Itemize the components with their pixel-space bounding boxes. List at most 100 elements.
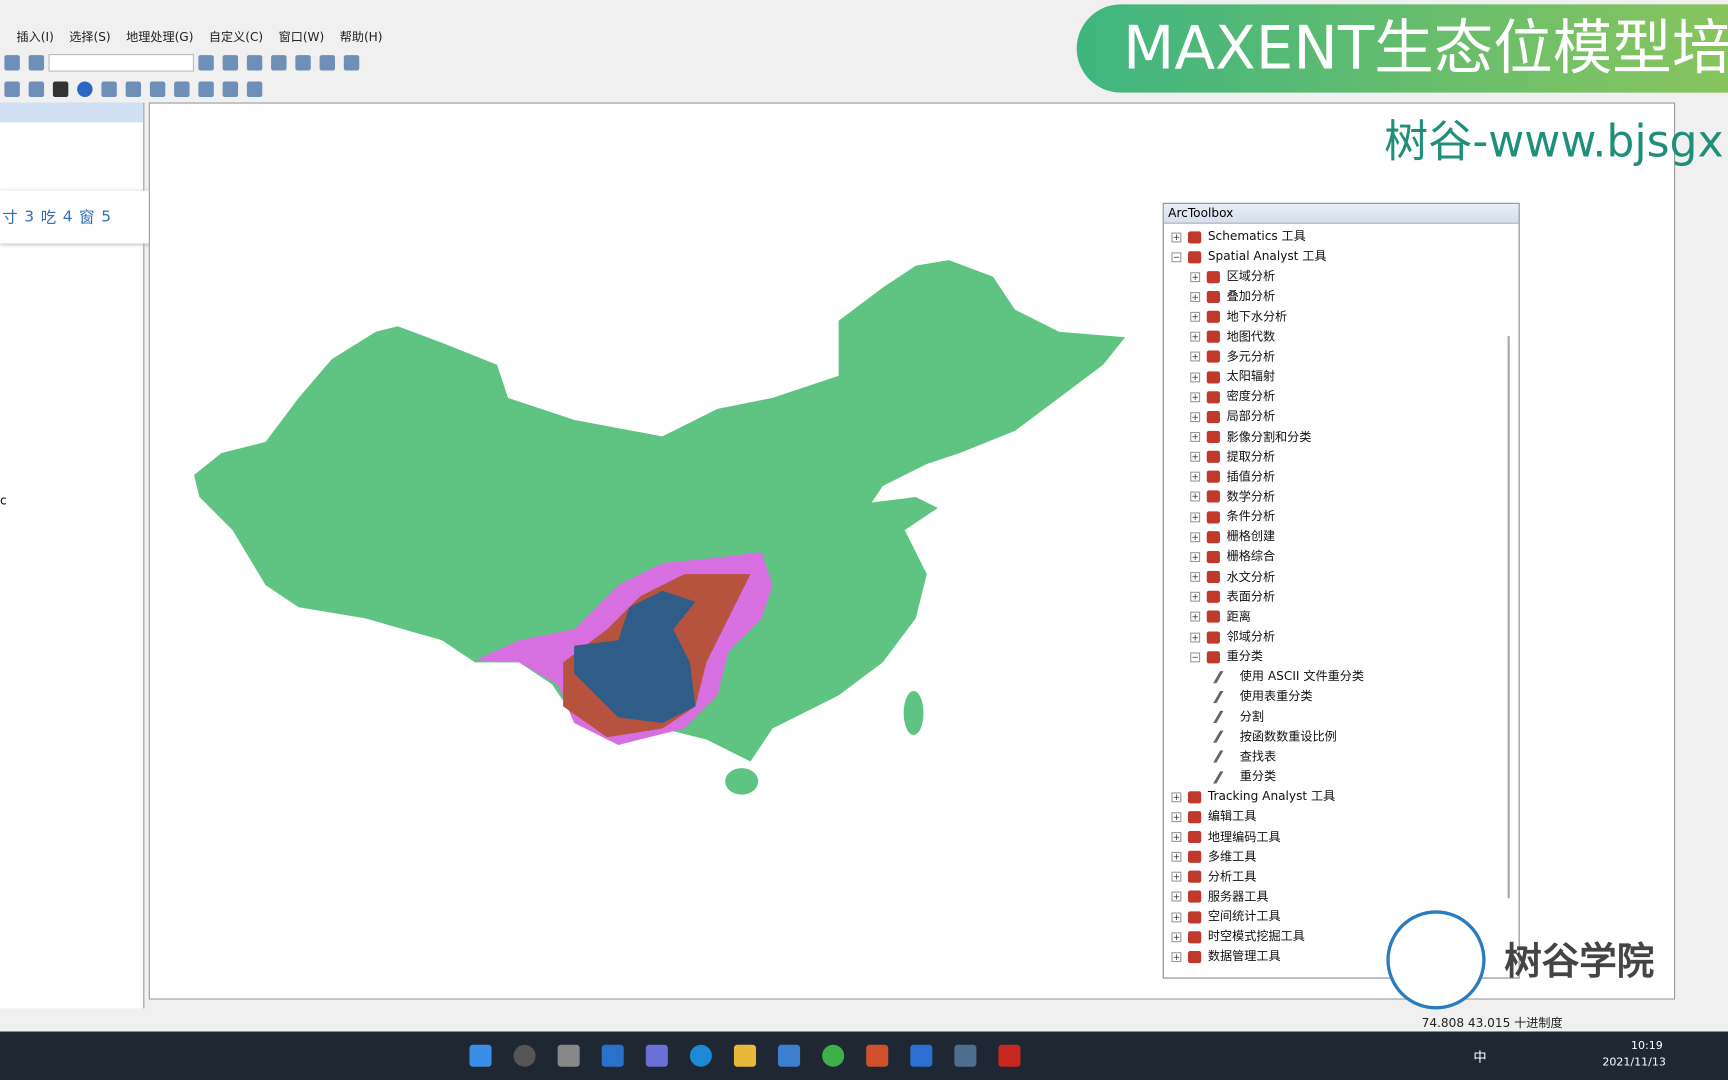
expand-toggle[interactable]: + xyxy=(1171,952,1182,962)
tree-item[interactable]: + 数据管理工具 xyxy=(1171,947,1281,967)
expand-toggle[interactable]: + xyxy=(1190,431,1201,442)
tree-item[interactable]: + 栅格综合 xyxy=(1190,547,1275,567)
expand-toggle[interactable]: + xyxy=(1190,592,1201,602)
tree-item[interactable]: 使用表重分类 xyxy=(1213,687,1313,707)
tree-item[interactable]: + 局部分析 xyxy=(1190,407,1275,427)
expand-toggle[interactable]: + xyxy=(1171,912,1182,922)
menu-item[interactable]: 帮助(H) xyxy=(339,29,383,45)
toolbar[interactable] xyxy=(0,77,267,101)
tree-item[interactable]: + 表面分析 xyxy=(1190,587,1275,607)
toolbar[interactable] xyxy=(0,51,364,75)
expand-toggle[interactable]: + xyxy=(1190,572,1201,582)
tree-item[interactable]: + 提取分析 xyxy=(1190,447,1275,467)
tree-item[interactable]: + Tracking Analyst 工具 xyxy=(1171,787,1335,807)
expand-toggle[interactable]: − xyxy=(1171,251,1182,262)
tree-item[interactable]: + 多维工具 xyxy=(1171,847,1256,867)
tree-item[interactable]: − Spatial Analyst 工具 xyxy=(1171,247,1327,267)
tree-item[interactable]: 使用 ASCII 文件重分类 xyxy=(1213,667,1364,687)
tree-item[interactable]: + 插值分析 xyxy=(1190,467,1275,487)
tree-item[interactable]: 查找表 xyxy=(1213,747,1276,767)
app-icon[interactable] xyxy=(866,1044,889,1067)
app-icon[interactable] xyxy=(601,1044,624,1067)
expand-toggle[interactable]: + xyxy=(1190,371,1201,382)
expand-toggle[interactable]: + xyxy=(1190,612,1201,622)
expand-toggle[interactable]: + xyxy=(1171,832,1182,842)
expand-toggle[interactable]: + xyxy=(1190,472,1201,482)
tree-item[interactable]: + 时空模式挖掘工具 xyxy=(1171,927,1305,947)
tree-item[interactable]: + 编辑工具 xyxy=(1171,807,1256,827)
tree-item[interactable]: + 数学分析 xyxy=(1190,487,1275,507)
app-icon[interactable] xyxy=(998,1044,1021,1067)
tree-item[interactable]: + 服务器工具 xyxy=(1171,887,1268,907)
ime-candidate[interactable]: 4 xyxy=(62,208,73,226)
tree-item[interactable]: + 区域分析 xyxy=(1190,267,1275,287)
expand-toggle[interactable]: + xyxy=(1190,271,1201,282)
app-icon[interactable] xyxy=(645,1044,668,1067)
expand-toggle[interactable]: + xyxy=(1171,792,1182,802)
expand-toggle[interactable]: − xyxy=(1190,652,1201,662)
start-button[interactable] xyxy=(469,1044,492,1067)
tree-item[interactable]: + 水文分析 xyxy=(1190,567,1275,587)
tree-item[interactable]: + 密度分析 xyxy=(1190,387,1275,407)
menu-item[interactable]: 地理处理(G) xyxy=(126,29,194,45)
expand-toggle[interactable]: + xyxy=(1190,291,1201,302)
tree-item[interactable]: + 栅格创建 xyxy=(1190,527,1275,547)
ime-candidate[interactable]: 5 xyxy=(101,208,112,226)
menu-item[interactable]: 插入(I) xyxy=(16,29,54,45)
expand-toggle[interactable]: + xyxy=(1190,351,1201,362)
tree-item[interactable]: 按函数数重设比例 xyxy=(1213,727,1337,747)
tree-item[interactable]: + 地下水分析 xyxy=(1190,307,1287,327)
ime-candidate[interactable]: 窗 xyxy=(79,209,95,228)
search-button[interactable] xyxy=(513,1044,536,1067)
toolbox-icon xyxy=(1187,950,1202,964)
tree-item[interactable]: + 空间统计工具 xyxy=(1171,907,1281,927)
expand-toggle[interactable]: + xyxy=(1190,391,1201,402)
expand-toggle[interactable]: + xyxy=(1171,231,1182,242)
ime-candidate[interactable]: 寸 xyxy=(2,209,18,228)
tree-item[interactable]: + 距离 xyxy=(1190,607,1251,627)
expand-toggle[interactable]: + xyxy=(1190,512,1201,522)
scrollbar[interactable] xyxy=(1507,336,1510,899)
expand-toggle[interactable]: + xyxy=(1171,872,1182,882)
tree-item[interactable]: + 分析工具 xyxy=(1171,867,1256,887)
toolbox-icon xyxy=(1206,610,1220,624)
menu-item[interactable]: 选择(S) xyxy=(69,29,111,45)
expand-toggle[interactable]: + xyxy=(1190,331,1201,342)
expand-toggle[interactable]: + xyxy=(1171,892,1182,902)
tree-item[interactable]: + 太阳辐射 xyxy=(1190,367,1275,387)
tree-item[interactable]: 重分类 xyxy=(1213,767,1276,787)
app-icon[interactable] xyxy=(822,1044,845,1067)
tree-item[interactable]: + 影像分割和分类 xyxy=(1190,427,1311,447)
tree-item[interactable]: − 重分类 xyxy=(1190,647,1263,667)
expand-toggle[interactable]: + xyxy=(1190,532,1201,542)
app-icon[interactable] xyxy=(778,1044,801,1067)
ime-candidate[interactable]: 3 xyxy=(24,208,35,226)
tree-item[interactable]: + 地理编码工具 xyxy=(1171,827,1281,847)
ime-candidate[interactable]: 吃 xyxy=(40,209,57,228)
menu-item[interactable]: 自定义(C) xyxy=(208,29,264,45)
expand-toggle[interactable]: + xyxy=(1190,491,1201,502)
tree-item[interactable]: + 多元分析 xyxy=(1190,347,1275,367)
app-icon[interactable] xyxy=(954,1044,977,1067)
ime-indicator[interactable]: 中 xyxy=(1473,1049,1487,1065)
expand-toggle[interactable]: + xyxy=(1190,411,1201,422)
tree-item[interactable]: + 地图代数 xyxy=(1190,327,1275,347)
app-icon[interactable] xyxy=(557,1044,580,1067)
expand-toggle[interactable]: + xyxy=(1171,852,1182,862)
expand-toggle[interactable]: + xyxy=(1190,632,1201,642)
expand-toggle[interactable]: + xyxy=(1171,932,1182,942)
app-icon[interactable] xyxy=(689,1044,712,1067)
menu-item[interactable]: 窗口(W) xyxy=(278,29,325,45)
tree-label: 水文分析 xyxy=(1226,569,1276,584)
expand-toggle[interactable]: + xyxy=(1190,311,1201,322)
tree-item[interactable]: + 叠加分析 xyxy=(1190,287,1275,307)
tree-item[interactable]: + 条件分析 xyxy=(1190,507,1275,527)
tree-item[interactable]: + Schematics 工具 xyxy=(1171,227,1306,247)
expand-toggle[interactable]: + xyxy=(1190,451,1201,462)
tree-item[interactable]: 分割 xyxy=(1213,707,1264,727)
tree-item[interactable]: + 邻域分析 xyxy=(1190,627,1275,647)
app-icon[interactable] xyxy=(910,1044,933,1067)
app-icon[interactable] xyxy=(733,1044,756,1067)
expand-toggle[interactable]: + xyxy=(1190,552,1201,562)
expand-toggle[interactable]: + xyxy=(1171,812,1182,822)
